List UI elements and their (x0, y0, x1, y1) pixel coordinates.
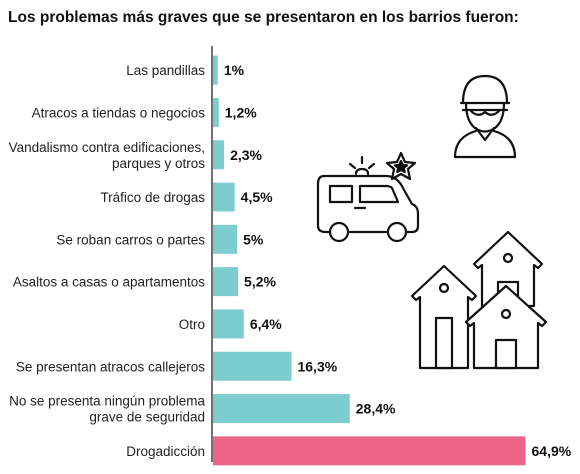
category-label-line: Atracos a tiendas o negocios (32, 105, 206, 120)
category-label: No se presenta ningún problema grave de s… (9, 394, 205, 425)
data-label: 5% (243, 231, 264, 247)
data-label: 1,2% (225, 104, 257, 120)
data-label: 1% (224, 62, 245, 78)
category-label: Vandalismo contra edificaciones, parques … (9, 140, 206, 171)
category-label-line: Se roban carros o partes (56, 232, 205, 247)
bar (213, 267, 239, 297)
category-label: Atracos a tiendas o negocios (32, 105, 206, 120)
bar (213, 436, 526, 466)
category-label: Drogadicción (126, 444, 205, 459)
data-label: 64,9% (532, 443, 572, 459)
bar (213, 140, 225, 170)
category-label-line: Vandalismo contra edificaciones, (9, 140, 205, 155)
category-label-line: Las pandillas (126, 63, 205, 78)
houses-icon (410, 230, 548, 370)
data-label: 6,4% (250, 316, 282, 332)
category-label-line: Asaltos a casas o apartamentos (13, 275, 205, 290)
category-label: Las pandillas (126, 63, 205, 78)
thief-icon (453, 74, 517, 159)
bar (213, 182, 235, 212)
police-car-icon (316, 151, 420, 243)
bar (213, 351, 292, 381)
data-label: 28,4% (356, 401, 396, 417)
category-label-line: Drogadicción (126, 444, 205, 459)
category-label: Se roban carros o partes (56, 232, 205, 247)
category-label: Asaltos a casas o apartamentos (13, 275, 205, 290)
category-label-line: grave de seguridad (89, 410, 205, 425)
chart-title: Los problemas más graves que se presenta… (8, 9, 519, 26)
category-label: Tráfico de drogas (100, 190, 205, 205)
category-label-line: Se presentan atracos callejeros (16, 359, 205, 374)
category-label-line: Otro (179, 317, 205, 332)
data-label: 4,5% (241, 189, 273, 205)
bar (213, 55, 218, 85)
bar (213, 309, 244, 339)
data-label: 16,3% (297, 358, 337, 374)
category-label-line: parques y otros (112, 156, 205, 171)
category-label: Otro (179, 317, 205, 332)
bar (213, 97, 219, 127)
bar (213, 394, 350, 424)
data-label: 2,3% (230, 147, 262, 163)
category-label: Se presentan atracos callejeros (16, 359, 205, 374)
category-label-line: No se presenta ningún problema (9, 394, 205, 409)
data-label: 5,2% (244, 274, 276, 290)
category-label-line: Tráfico de drogas (100, 190, 205, 205)
bar (213, 224, 238, 254)
